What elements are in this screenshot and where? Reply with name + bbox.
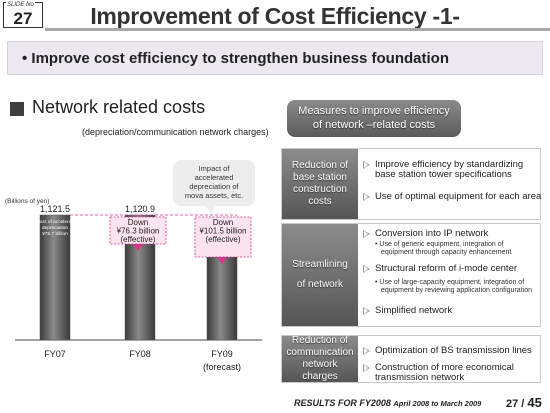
stack-note: ¥75.7 billion xyxy=(42,231,68,237)
callout-line: depreciation of xyxy=(189,182,239,191)
bar-fy07 xyxy=(39,214,71,341)
category-note: (forecast) xyxy=(203,362,241,372)
triangle-bullet-icon xyxy=(363,230,370,238)
callout-line: mova assets, etc. xyxy=(184,191,244,200)
down-arrow-icon xyxy=(217,257,227,264)
measure-category: Reduction of communication network charg… xyxy=(282,335,358,382)
measure-item: Structural reform of i-mode center xyxy=(363,264,517,274)
down-box xyxy=(194,216,252,258)
category-label: FY09 xyxy=(211,349,233,359)
category-line: Streamlining xyxy=(292,259,348,270)
category-label: FY07 xyxy=(44,349,66,359)
down-arrow-icon xyxy=(133,244,143,251)
down-box-text: ¥101.5 billion xyxy=(198,227,246,236)
down-box xyxy=(109,216,167,245)
footer-results: RESULTS FOR FY2008 April 2008 to March 2… xyxy=(294,398,482,408)
measure-item: Improve efficiency by standardizing base… xyxy=(363,160,523,180)
section-subheading: (depreciation/communication network char… xyxy=(82,127,269,137)
measure-subitem: • Use of generic equipment, integration … xyxy=(375,241,512,256)
triangle-bullet-icon xyxy=(363,193,370,201)
category-line: communication xyxy=(286,347,354,358)
measure-item: Conversion into IP network xyxy=(363,229,488,239)
stack-note: Impact of accelerated xyxy=(32,219,78,225)
down-box-text: (effective) xyxy=(206,235,241,244)
category-line: of network xyxy=(296,279,344,290)
unit-label: (Billions of yen) xyxy=(5,198,49,205)
category-line: costs xyxy=(308,196,332,207)
measure-subitem: • Use of large-capacity equipment, integ… xyxy=(375,279,532,294)
measure-category: Reduction of base station construction c… xyxy=(282,149,358,219)
category-label: FY08 xyxy=(129,349,151,359)
triangle-bullet-icon xyxy=(363,307,370,315)
category-line: construction xyxy=(293,184,347,195)
measure-item: Use of optimal equipment for each area xyxy=(363,192,541,202)
measure-row-streamlining: Streamlining of network Conversion into … xyxy=(281,223,541,327)
section-heading: Network related costs xyxy=(32,97,206,117)
triangle-bullet-icon xyxy=(363,265,370,273)
measure-item: Simplified network xyxy=(363,306,452,316)
measure-row-network-charges: Reduction of communication network charg… xyxy=(281,335,541,383)
measures-title: Measures to improve efficiency of networ… xyxy=(287,100,461,137)
triangle-bullet-icon xyxy=(363,161,370,169)
measure-item: Optimization of BS transmission lines xyxy=(363,346,532,356)
headline-banner: • Improve cost efficiency to strengthen … xyxy=(7,41,543,75)
slide-number-box: SLIDE No 27 xyxy=(3,2,43,28)
cost-bar-chart: (Billions of yen)1,121.5FY071,120.91,045… xyxy=(5,198,262,372)
callout-bubble: Impact of accelerated depreciation of mo… xyxy=(173,160,255,206)
value-label: 1,120.9 xyxy=(125,204,155,214)
measure-row-base-station: Reduction of base station construction c… xyxy=(281,148,541,220)
down-box-text: Down xyxy=(128,218,148,227)
measures-title-line: Measures to improve efficiency xyxy=(298,105,450,117)
category-line: charges xyxy=(302,371,338,382)
value-label: 1,121.5 xyxy=(40,204,70,214)
down-box-text: ¥76.3 billion xyxy=(116,227,160,236)
down-box-text: Down xyxy=(213,218,233,227)
callout-line: accelerated xyxy=(194,173,234,182)
title-rule xyxy=(45,28,550,31)
category-line: base station xyxy=(293,172,347,183)
triangle-bullet-icon xyxy=(363,347,370,355)
headline-text: • Improve cost efficiency to strengthen … xyxy=(22,50,449,67)
category-line: Reduction of xyxy=(291,160,349,171)
slide-number-label: SLIDE No xyxy=(6,2,35,8)
measure-category: Streamlining of network xyxy=(282,224,358,326)
page-title: Improvement of Cost Efficiency -1- xyxy=(90,3,460,29)
category-line: network xyxy=(302,359,338,370)
category-line: Reduction of xyxy=(291,335,349,346)
measures-title-line: of network –related costs xyxy=(312,119,436,131)
callout-line: Impact of xyxy=(198,164,230,173)
footer-page-number: 27 / 45 xyxy=(506,395,542,410)
stack-note: depreciation xyxy=(42,225,68,231)
slide-number: 27 xyxy=(13,9,33,28)
down-box-text: (effective) xyxy=(121,235,156,244)
section-bullet-square xyxy=(10,102,24,116)
callout-tail xyxy=(205,204,217,214)
triangle-bullet-icon xyxy=(363,364,370,372)
measure-item: Construction of more economical transmis… xyxy=(363,363,514,383)
